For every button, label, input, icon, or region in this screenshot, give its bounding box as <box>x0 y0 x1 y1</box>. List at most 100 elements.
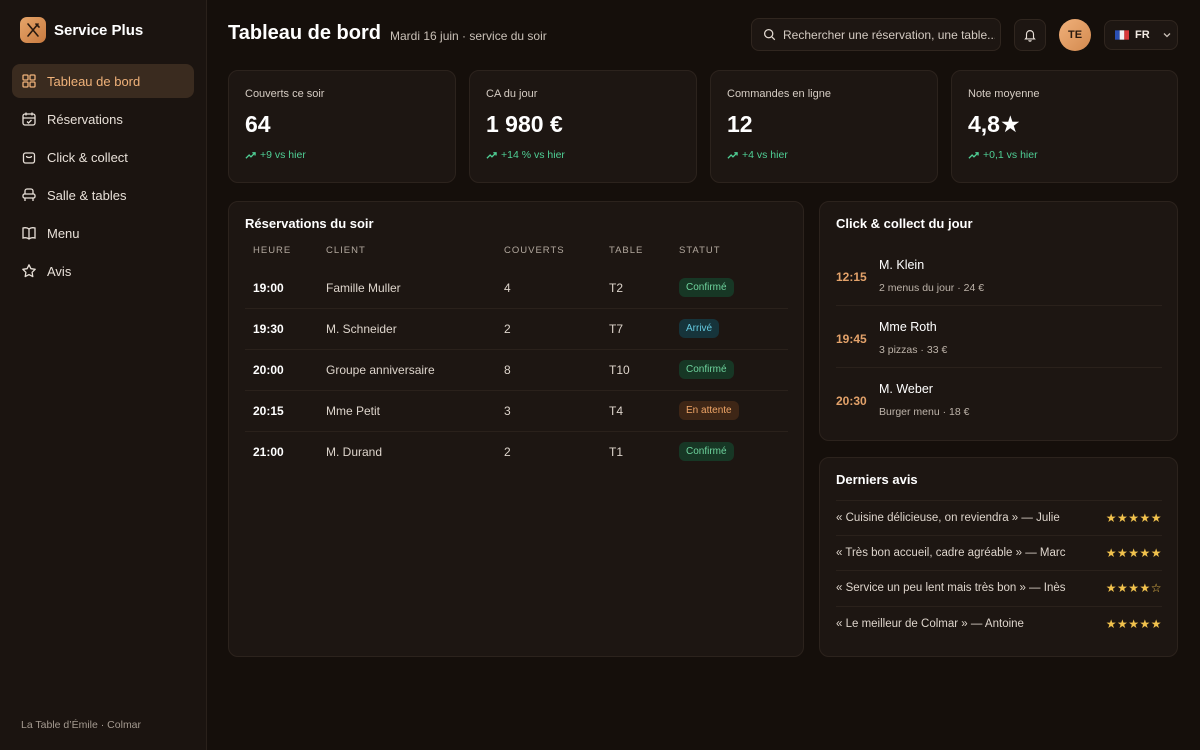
reservation-client: Famille Muller <box>326 281 401 295</box>
table-row[interactable]: 21:00 M. Durand 2 T1 Confirmé <box>245 432 788 473</box>
click-collect-panel: Click & collect du jour 12:15 M. Klein 2… <box>819 201 1178 441</box>
reservation-client: Mme Petit <box>326 404 381 418</box>
list-item[interactable]: 19:45 Mme Roth 3 pizzas · 33 € <box>836 306 1162 368</box>
dashboard-icon <box>22 74 36 88</box>
stat-value: 64 <box>245 111 271 137</box>
sidebar-item-tables[interactable]: Salle & tables <box>12 178 194 212</box>
sidebar-item-reservations[interactable]: Réservations <box>12 102 194 136</box>
review-item[interactable]: « Le meilleur de Colmar » — Antoine ★★★★… <box>836 606 1162 641</box>
calendar-icon <box>22 112 36 126</box>
sidebar-item-label: Menu <box>47 225 80 241</box>
brand[interactable]: Service Plus <box>20 17 143 43</box>
language-selector[interactable]: FR <box>1104 20 1178 50</box>
page-title: Tableau de bord <box>228 22 381 44</box>
order-time: 19:45 <box>836 332 867 346</box>
rating-stars: ★★★★★ <box>1105 511 1162 525</box>
reviews-title: Derniers avis <box>836 472 918 487</box>
stat-label: Couverts ce soir <box>245 88 325 100</box>
reservation-client: M. Durand <box>326 445 383 459</box>
table-row[interactable]: 20:15 Mme Petit 3 T4 En attente <box>245 391 788 432</box>
stat-card-online-orders: Commandes en ligne 12 +4 vs hier <box>710 70 938 183</box>
reservations-title: Réservations du soir <box>245 216 374 231</box>
rating-stars: ★★★★★ <box>1105 546 1162 560</box>
list-item[interactable]: 20:30 M. Weber Burger menu · 18 € <box>836 368 1162 430</box>
avatar[interactable]: TE <box>1059 19 1091 51</box>
reservation-covers: 8 <box>504 363 511 377</box>
stat-trend: +0,1 vs hier <box>968 149 1038 161</box>
bag-icon <box>22 152 36 164</box>
reservation-covers: 3 <box>504 404 511 418</box>
click-collect-title: Click & collect du jour <box>836 216 973 231</box>
stat-label: CA du jour <box>486 88 538 100</box>
search-input[interactable] <box>783 27 995 42</box>
chair-icon <box>22 188 36 201</box>
reservation-time: 19:30 <box>253 322 284 336</box>
search-icon <box>763 28 776 41</box>
sidebar-item-click-collect[interactable]: Click & collect <box>12 140 194 174</box>
list-item[interactable]: 12:15 M. Klein 2 menus du jour · 24 € <box>836 244 1162 306</box>
notifications-button[interactable] <box>1014 19 1046 51</box>
stat-trend-text: +4 vs hier <box>742 149 788 161</box>
reservation-table: T4 <box>609 404 624 418</box>
sidebar-item-reviews[interactable]: Avis <box>12 254 194 288</box>
stat-trend-text: +14 % vs hier <box>501 149 565 161</box>
table-row[interactable]: 20:00 Groupe anniversaire 8 T10 Confirmé <box>245 350 788 391</box>
status-badge: Confirmé <box>679 360 734 379</box>
review-text: « Le meilleur de Colmar » — Antoine <box>836 618 1024 630</box>
trend-up-icon <box>486 151 497 159</box>
reservation-client: Groupe anniversaire <box>326 363 435 377</box>
stat-label: Commandes en ligne <box>727 88 831 100</box>
stat-trend-text: +9 vs hier <box>260 149 306 161</box>
stat-trend: +4 vs hier <box>727 149 788 161</box>
reservation-time: 21:00 <box>253 445 284 459</box>
stat-card-covers: Couverts ce soir 64 +9 vs hier <box>228 70 456 183</box>
search-box[interactable] <box>751 18 1001 51</box>
order-customer: Mme Roth <box>879 320 937 334</box>
order-detail: Burger menu · 18 € <box>879 406 970 418</box>
sidebar-item-label: Tableau de bord <box>47 73 141 89</box>
bell-icon <box>1024 30 1036 42</box>
trend-up-icon <box>245 151 256 159</box>
sidebar-item-menu[interactable]: Menu <box>12 216 194 250</box>
sidebar-item-label: Avis <box>47 263 72 279</box>
book-icon <box>22 227 36 240</box>
order-detail: 3 pizzas · 33 € <box>879 344 948 356</box>
reservation-table: T1 <box>609 445 624 459</box>
reservation-table: T2 <box>609 281 624 295</box>
order-customer: M. Klein <box>879 258 925 272</box>
sidebar: Service Plus Tableau de bord Réservation… <box>0 0 207 750</box>
status-badge: Arrivé <box>679 319 720 338</box>
table-row[interactable]: 19:00 Famille Muller 4 T2 Confirmé <box>245 268 788 309</box>
language-label: FR <box>1135 29 1150 41</box>
rating-stars: ★★★★★ <box>1105 617 1162 631</box>
status-badge: Confirmé <box>679 278 734 297</box>
stat-value: 4,8★ <box>968 111 1021 137</box>
reservation-time: 19:00 <box>253 281 284 295</box>
brand-name: Service Plus <box>54 21 144 39</box>
review-item[interactable]: « Très bon accueil, cadre agréable » — M… <box>836 535 1162 570</box>
order-detail: 2 menus du jour · 24 € <box>879 282 985 294</box>
chevron-down-icon <box>1163 33 1171 38</box>
review-item[interactable]: « Cuisine délicieuse, on reviendra » — J… <box>836 500 1162 535</box>
review-text: « Cuisine délicieuse, on reviendra » — J… <box>836 512 1060 524</box>
column-header-time: HEURE <box>253 245 292 256</box>
sidebar-item-dashboard[interactable]: Tableau de bord <box>12 64 194 98</box>
reservation-covers: 2 <box>504 445 511 459</box>
table-row[interactable]: 19:30 M. Schneider 2 T7 Arrivé <box>245 309 788 350</box>
page-subtitle: Mardi 16 juin · service du soir <box>390 29 547 43</box>
column-header-client: CLIENT <box>326 245 366 256</box>
reservation-time: 20:15 <box>253 404 284 418</box>
reservation-table: T7 <box>609 322 624 336</box>
column-header-covers: COUVERTS <box>504 245 565 256</box>
stat-label: Note moyenne <box>968 88 1040 100</box>
stat-trend: +14 % vs hier <box>486 149 565 161</box>
reviews-panel: Derniers avis « Cuisine délicieuse, on r… <box>819 457 1178 657</box>
reservation-covers: 4 <box>504 281 511 295</box>
restaurant-footer: La Table d’Émile · Colmar <box>21 719 142 731</box>
review-item[interactable]: « Service un peu lent mais très bon » — … <box>836 570 1162 605</box>
reservation-covers: 2 <box>504 322 511 336</box>
sidebar-item-label: Click & collect <box>47 149 128 165</box>
sidebar-item-label: Réservations <box>47 111 123 127</box>
reservation-table: T10 <box>609 363 630 377</box>
stat-trend-text: +0,1 vs hier <box>983 149 1038 161</box>
